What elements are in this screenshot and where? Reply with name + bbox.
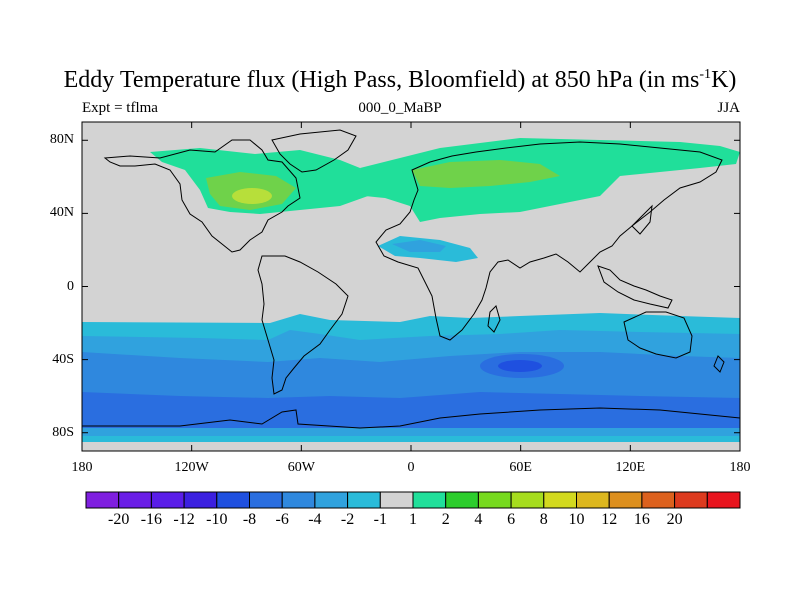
eurasian-track-mid bbox=[412, 160, 560, 188]
colorbar-swatch bbox=[314, 491, 349, 509]
colorbar-label: 6 bbox=[507, 511, 516, 528]
colorbar-swatch bbox=[706, 491, 741, 509]
southern-band-strong bbox=[82, 392, 740, 428]
colorbar-swatch bbox=[118, 491, 152, 509]
colorbar-swatch bbox=[477, 491, 512, 509]
colorbar-label: -8 bbox=[242, 511, 257, 528]
coast-southeast-asia bbox=[597, 265, 673, 309]
colorbar bbox=[85, 491, 741, 509]
colorbar-label: -12 bbox=[173, 511, 195, 528]
coast-south-america bbox=[257, 255, 349, 395]
colorbar-swatch bbox=[85, 491, 120, 509]
colorbar-label: -6 bbox=[275, 511, 289, 528]
eurasian-track bbox=[360, 138, 740, 222]
antarctic-edge-band bbox=[82, 428, 740, 436]
coast-north-america bbox=[103, 139, 301, 253]
coast-eurasia-africa bbox=[375, 141, 723, 341]
antarctic-edge-weak bbox=[82, 436, 740, 442]
coast-madagascar bbox=[487, 305, 501, 333]
colorbar-label: 12 bbox=[601, 511, 618, 528]
y-tick-label: 80N bbox=[49, 132, 74, 148]
colorbar-swatch bbox=[379, 491, 414, 509]
flux-field bbox=[82, 122, 740, 451]
colorbar-label: 4 bbox=[474, 511, 483, 528]
colorbar-swatch bbox=[216, 491, 251, 509]
colorbar-swatch bbox=[674, 491, 708, 509]
colorbar-label: -4 bbox=[308, 511, 322, 528]
x-tick-label: 180 bbox=[71, 460, 93, 475]
colorbar-swatch bbox=[249, 491, 283, 509]
coastlines bbox=[82, 129, 740, 429]
x-tick-label: 0 bbox=[407, 460, 415, 475]
axis-ticks bbox=[81, 122, 741, 451]
colorbar-swatch bbox=[281, 491, 316, 509]
colorbar-label: -2 bbox=[340, 511, 355, 528]
colorbar-label: 10 bbox=[568, 511, 585, 528]
x-tick-label: 180 bbox=[729, 460, 751, 475]
x-tick-label: 120W bbox=[174, 460, 209, 475]
plot-title: Eddy Temperature flux (High Pass, Bloomf… bbox=[63, 67, 737, 93]
experiment-label: Expt = tflma bbox=[82, 100, 158, 116]
colorbar-label: 2 bbox=[441, 511, 450, 528]
coast-antarctica bbox=[82, 407, 740, 429]
colorbar-label: -10 bbox=[206, 511, 228, 528]
coast-greenland bbox=[271, 129, 357, 173]
colorbar-label: -20 bbox=[108, 511, 130, 528]
sahara-negative-core bbox=[392, 240, 446, 252]
x-tick-label: 60W bbox=[287, 460, 315, 475]
colorbar-swatch bbox=[576, 491, 610, 509]
coast-new-zealand bbox=[713, 355, 725, 373]
coast-australia bbox=[623, 311, 693, 359]
colorbar-label: 16 bbox=[633, 511, 650, 528]
colorbar-swatch bbox=[183, 491, 218, 509]
colorbar-swatch bbox=[543, 491, 577, 509]
y-tick-label: 80S bbox=[52, 424, 74, 440]
colorbar-label: 1 bbox=[409, 511, 417, 528]
colorbar-label: 8 bbox=[539, 511, 548, 528]
x-tick-label: 60E bbox=[509, 460, 532, 475]
colorbar-swatch bbox=[445, 491, 479, 509]
y-tick-label: 0 bbox=[67, 278, 74, 294]
north-american-track-max bbox=[232, 188, 272, 204]
colorbar-swatch bbox=[347, 491, 381, 509]
period-label: 000_0_MaBP bbox=[358, 100, 442, 116]
colorbar-label: -1 bbox=[373, 511, 387, 528]
colorbar-swatch bbox=[608, 491, 643, 509]
colorbar-swatch bbox=[412, 491, 447, 509]
y-tick-label: 40S bbox=[52, 351, 74, 367]
colorbar-swatch bbox=[150, 491, 185, 509]
y-tick-label: 40N bbox=[49, 205, 74, 221]
indian-ocean-core-max bbox=[498, 360, 542, 372]
colorbar-label: 20 bbox=[666, 511, 683, 528]
colorbar-swatch bbox=[641, 491, 676, 509]
colorbar-swatch bbox=[510, 491, 545, 509]
colorbar-label: -16 bbox=[140, 511, 163, 528]
season-label: JJA bbox=[717, 100, 740, 116]
coast-japan bbox=[631, 204, 653, 235]
x-tick-label: 120E bbox=[615, 460, 646, 475]
